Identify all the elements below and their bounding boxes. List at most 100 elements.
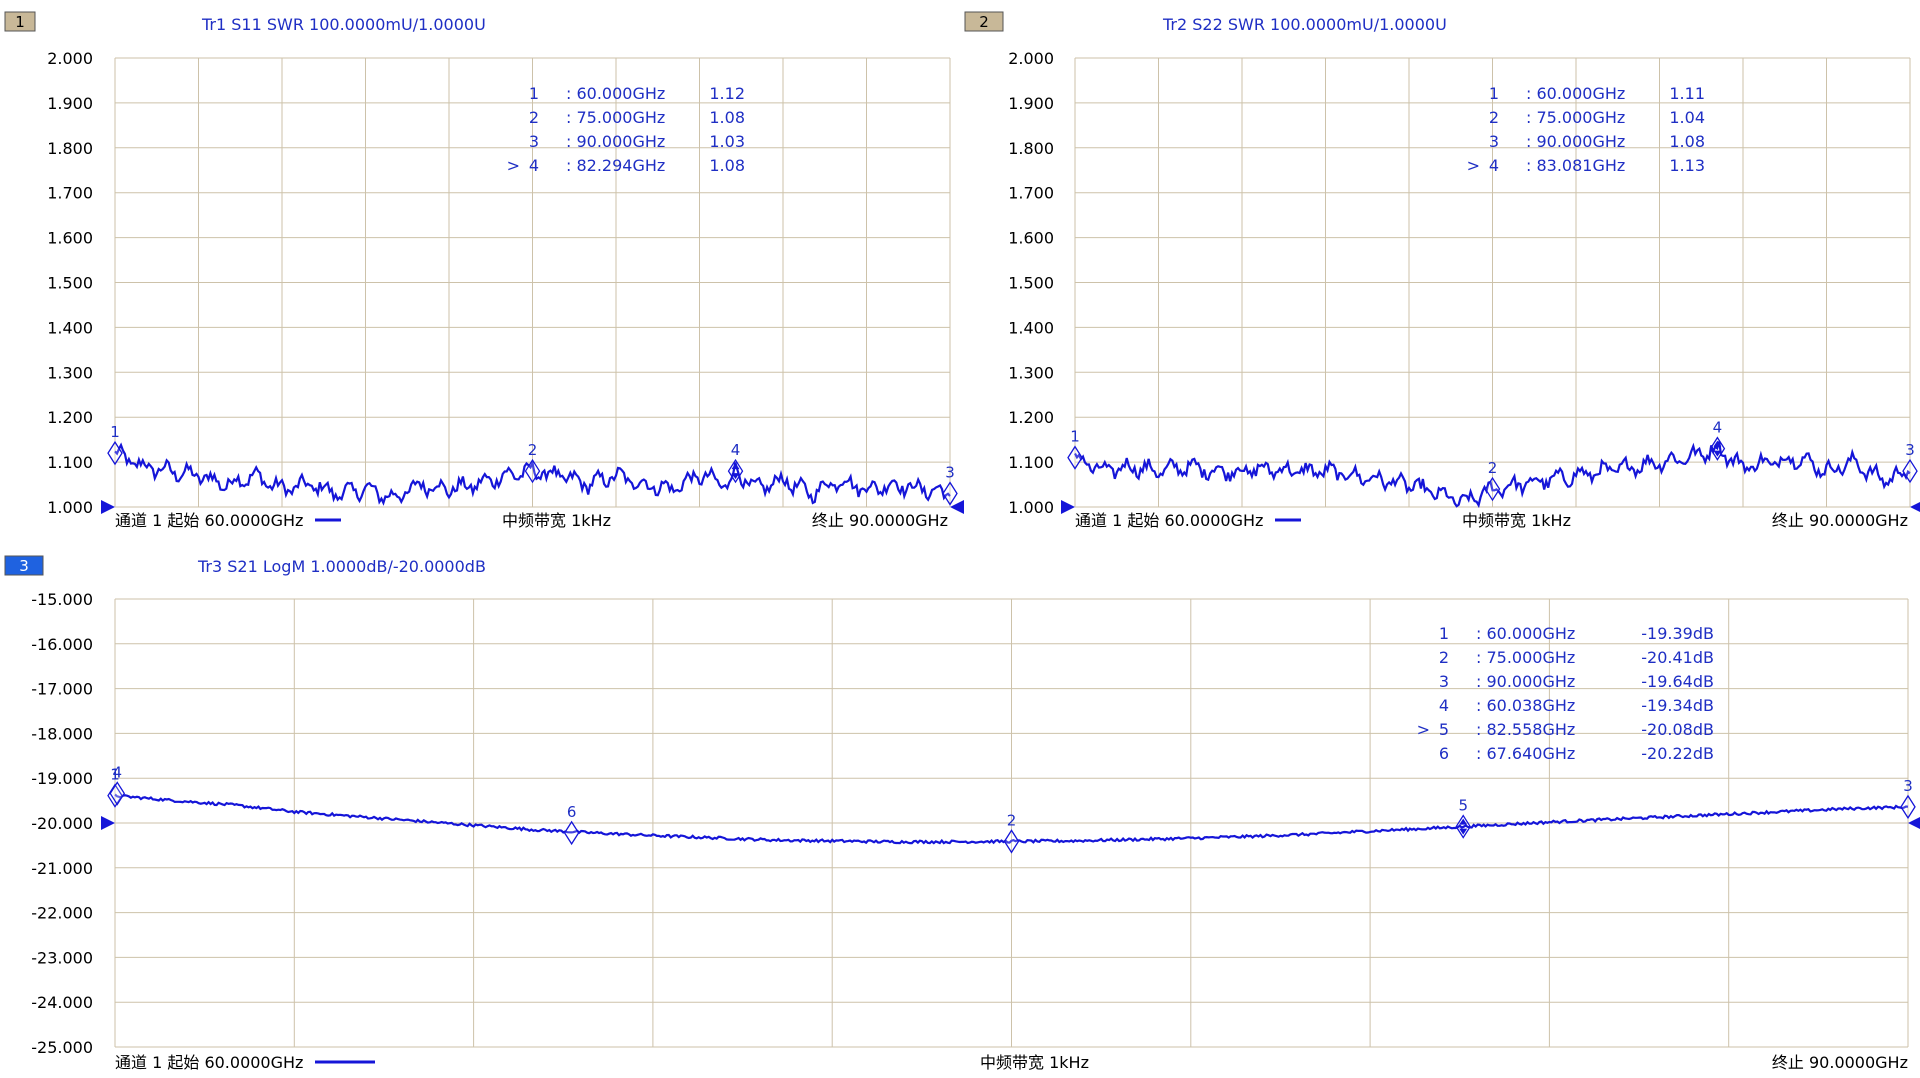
y-tick-label: -25.000 (31, 1038, 93, 1057)
window-1-s11-swr: 1 Tr1 S11 SWR 100.0000mU/1.0000U 2.000 1.90… (4, 11, 964, 530)
y-tick-label: -24.000 (31, 993, 93, 1012)
readout-marker-frequency: : 90.000GHz (1526, 132, 1625, 151)
marker-diamond-icon[interactable] (942, 481, 958, 506)
readout-marker-value: 1.08 (709, 156, 745, 175)
reference-level-left-icon (101, 816, 115, 830)
marker-diamond-icon[interactable] (107, 783, 123, 808)
readout-marker-id: 4 (1489, 156, 1499, 175)
readout-marker-frequency: : 82.294GHz (566, 156, 665, 175)
y-tick-label: 2.000 (1008, 49, 1054, 68)
y-tick-label: -17.000 (31, 680, 93, 699)
y-tick-label: -16.000 (31, 635, 93, 654)
readout-marker-value: 1.12 (709, 84, 745, 103)
marker-1[interactable]: 1 (1067, 428, 1083, 470)
readout-marker-value: 1.08 (1669, 132, 1705, 151)
window-badge-box[interactable] (4, 11, 36, 32)
marker-number: 6 (567, 803, 577, 821)
y-tick-label: -20.000 (31, 814, 93, 833)
active-marker-icon (1713, 440, 1722, 457)
readout-marker-value: 1.04 (1669, 108, 1705, 127)
marker-2[interactable]: 2 (1484, 459, 1501, 502)
readout-marker-id: 1 (1439, 624, 1449, 643)
y-tick-label: 1.500 (47, 274, 93, 293)
y-tick-label: 1.400 (1008, 318, 1054, 337)
marker-3[interactable]: 3 (1902, 441, 1918, 484)
readout-marker-value: -19.64dB (1641, 672, 1714, 691)
readout-marker-id: 4 (529, 156, 539, 175)
measurement-trace (114, 442, 951, 506)
readout-marker-id: 2 (1439, 648, 1449, 667)
y-tick-label: 1.300 (47, 363, 93, 382)
active-marker-icon (731, 463, 740, 480)
readout-marker-frequency: : 75.000GHz (1476, 648, 1575, 667)
y-tick-label: 1.100 (1008, 453, 1054, 472)
readout-marker-value: 1.08 (709, 108, 745, 127)
footer-start-frequency: 通道 1 起始 60.0000GHz (1075, 511, 1263, 530)
marker-diamond-icon[interactable] (1455, 814, 1471, 839)
marker-diamond-icon[interactable] (1902, 458, 1918, 484)
marker-number: 5 (1458, 797, 1468, 815)
reference-level-left-icon (1061, 500, 1075, 514)
footer-stop-frequency: 终止 90.0000GHz (1772, 511, 1908, 530)
marker-number: 1 (110, 766, 120, 784)
readout-marker-value: -19.39dB (1641, 624, 1714, 643)
readout-marker-id: 1 (1489, 84, 1499, 103)
footer-if-bandwidth: 中频带宽 1kHz (502, 511, 611, 530)
y-tick-label: 1.000 (47, 498, 93, 517)
marker-3[interactable]: 3 (1900, 777, 1916, 820)
window-badge[interactable]: 3 (4, 555, 44, 576)
marker-diamond-icon[interactable] (1484, 476, 1501, 502)
marker-diamond-icon[interactable] (1709, 436, 1726, 461)
marker-diamond-icon[interactable] (727, 458, 744, 484)
active-marker-pointer-icon: > (507, 156, 520, 175)
marker-2[interactable]: 2 (1003, 811, 1020, 854)
readout-marker-frequency: : 75.000GHz (566, 108, 665, 127)
marker-diamond-icon[interactable] (109, 781, 126, 806)
window-2-s22-swr: 2 Tr2 S22 SWR 100.0000mU/1.0000U 2.000 1.90… (964, 11, 1920, 530)
window-badge[interactable]: 1 (4, 11, 36, 32)
marker-diamond-icon[interactable] (524, 458, 541, 484)
y-tick-label: 1.600 (1008, 229, 1054, 248)
window-number: 2 (979, 13, 989, 31)
window-number: 3 (19, 557, 29, 575)
y-tick-label: 2.000 (47, 49, 93, 68)
reference-level-right-icon (950, 500, 964, 514)
window-badge-box[interactable] (964, 11, 1004, 32)
y-tick-label: 1.800 (1008, 139, 1054, 158)
marker-1[interactable]: 1 (107, 766, 123, 808)
y-tick-label: -23.000 (31, 948, 93, 967)
y-tick-label: 1.300 (1008, 363, 1054, 382)
marker-number: 3 (945, 464, 955, 482)
readout-marker-frequency: : 83.081GHz (1526, 156, 1625, 175)
readout-marker-id: 5 (1439, 720, 1449, 739)
readout-marker-value: 1.11 (1669, 84, 1705, 103)
marker-diamond-icon[interactable] (1067, 445, 1083, 470)
footer-if-bandwidth: 中频带宽 1kHz (980, 1053, 1089, 1072)
marker-4[interactable]: 4 (1709, 419, 1726, 461)
marker-5[interactable]: 5 (1455, 797, 1471, 839)
window-badge[interactable]: 2 (964, 11, 1004, 32)
trace-title: Tr3 S21 LogM 1.0000dB/-20.0000dB (197, 557, 486, 576)
marker-4[interactable]: 4 (727, 441, 744, 484)
window-badge-box[interactable] (4, 555, 44, 576)
marker-3[interactable]: 3 (942, 464, 958, 506)
marker-number: 4 (112, 763, 122, 781)
y-tick-label: -21.000 (31, 859, 93, 878)
marker-diamond-icon[interactable] (1003, 829, 1020, 854)
marker-diamond-icon[interactable] (1900, 794, 1916, 820)
marker-4[interactable]: 4 (109, 763, 126, 806)
y-tick-label: 1.700 (1008, 184, 1054, 203)
marker-2[interactable]: 2 (524, 441, 541, 484)
readout-marker-value: -19.34dB (1641, 696, 1714, 715)
marker-diamond-icon[interactable] (107, 440, 123, 466)
footer-stop-frequency: 终止 90.0000GHz (1772, 1053, 1908, 1072)
marker-diamond-icon[interactable] (563, 820, 580, 846)
readout-marker-value: -20.41dB (1641, 648, 1714, 667)
active-marker-icon (1459, 818, 1468, 835)
marker-number: 1 (1070, 428, 1080, 446)
marker-1[interactable]: 1 (107, 423, 123, 466)
marker-6[interactable]: 6 (563, 803, 580, 846)
measurement-trace (1074, 441, 1911, 509)
footer-start-frequency: 通道 1 起始 60.0000GHz (115, 1053, 303, 1072)
